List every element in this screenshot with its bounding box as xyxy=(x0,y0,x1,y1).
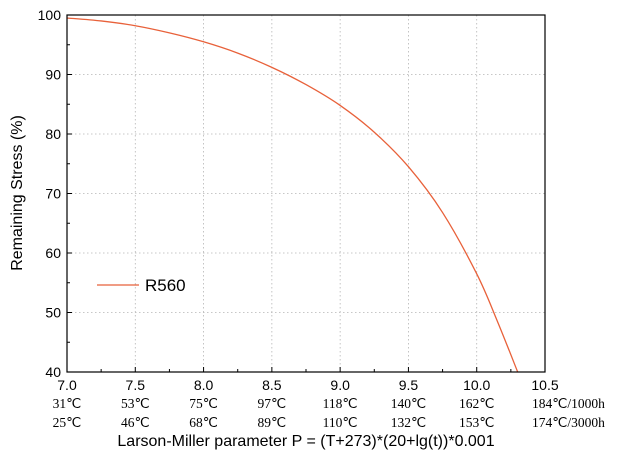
legend: R560 xyxy=(97,276,186,295)
tick-labels: 7.0 31℃ 25℃ 7.5 53℃ 46℃ 8.0 75℃ 68℃ 8.5 97℃ 89℃ 9.0 1… xyxy=(38,7,606,430)
y-tick-label: 80 xyxy=(45,126,61,142)
legend-label-r560: R560 xyxy=(145,276,186,295)
temp-label-3000h: 132℃ xyxy=(391,415,426,430)
y-tick-label: 90 xyxy=(45,67,61,83)
temp-label-3000h: 153℃ xyxy=(459,415,494,430)
temp-label-1000h: 53℃ xyxy=(121,396,150,411)
temp-label-1000h: 184℃/1000h xyxy=(532,396,605,411)
ticks xyxy=(66,14,546,373)
temp-label-1000h: 75℃ xyxy=(189,396,218,411)
y-tick-label: 60 xyxy=(45,245,61,261)
temp-label-1000h: 140℃ xyxy=(391,396,426,411)
temp-label-3000h: 46℃ xyxy=(121,415,150,430)
temp-label-3000h: 110℃ xyxy=(323,415,358,430)
x-tick-label: 7.0 xyxy=(57,377,77,393)
temp-label-3000h: 174℃/3000h xyxy=(532,415,605,430)
x-tick-label: 10.5 xyxy=(531,377,558,393)
y-tick-label: 70 xyxy=(45,186,61,202)
grid xyxy=(67,15,545,372)
temp-label-1000h: 162℃ xyxy=(459,396,494,411)
x-tick-label: 9.0 xyxy=(330,377,350,393)
y-tick-label: 100 xyxy=(38,7,62,23)
x-tick-label: 9.5 xyxy=(399,377,419,393)
temp-label-3000h: 25℃ xyxy=(53,415,82,430)
x-axis-label: Larson-Miller parameter P = (T+273)*(20+… xyxy=(117,433,494,450)
series-layer xyxy=(66,17,519,373)
y-axis-label: Remaining Stress (%) xyxy=(9,115,26,271)
y-tick-label: 40 xyxy=(45,364,61,380)
x-tick-label: 7.5 xyxy=(126,377,146,393)
temp-label-1000h: 97℃ xyxy=(258,396,287,411)
temp-label-3000h: 89℃ xyxy=(258,415,287,430)
x-tick-label: 8.5 xyxy=(262,377,282,393)
temp-label-1000h: 118℃ xyxy=(323,396,358,411)
x-tick-label: 8.0 xyxy=(194,377,214,393)
temp-label-1000h: 31℃ xyxy=(53,396,82,411)
series-line-r560 xyxy=(66,17,519,373)
x-tick-label: 10.0 xyxy=(463,377,490,393)
y-tick-label: 50 xyxy=(45,305,61,321)
temp-label-3000h: 68℃ xyxy=(189,415,218,430)
plot-frame xyxy=(66,14,546,373)
